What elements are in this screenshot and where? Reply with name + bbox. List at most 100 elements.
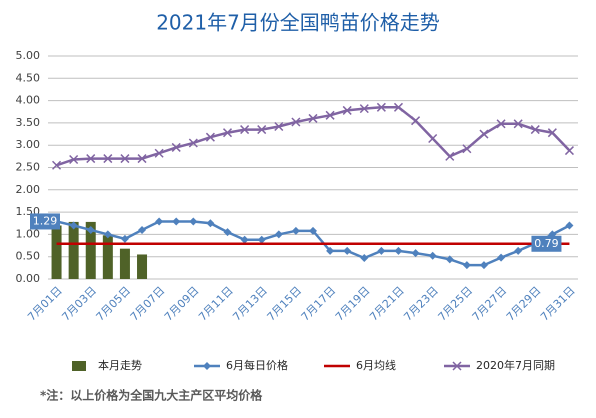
y-tick-label: 1.00	[16, 227, 41, 240]
y-tick-label: 2.00	[16, 183, 41, 196]
point	[462, 261, 471, 270]
point	[564, 146, 574, 156]
point	[360, 254, 369, 263]
point	[137, 154, 147, 164]
x-tick-label: 7月29日	[504, 284, 544, 324]
point	[462, 144, 472, 154]
point	[411, 116, 421, 126]
x-tick-label: 7月05日	[94, 284, 134, 324]
x-tick-label: 7月11日	[196, 284, 236, 324]
point	[393, 102, 404, 112]
point	[411, 249, 420, 258]
x-tick-label: 7月13日	[230, 284, 270, 324]
x-tick-label: 7月03日	[59, 284, 99, 324]
point	[565, 221, 574, 230]
point	[103, 154, 113, 164]
point	[445, 151, 455, 161]
legend-swatch	[72, 361, 86, 371]
point	[452, 361, 462, 371]
point	[513, 119, 523, 129]
point	[240, 125, 250, 135]
point	[291, 117, 301, 127]
point	[291, 226, 300, 235]
y-tick-label: 0.00	[16, 272, 41, 285]
legend-label: 6月每日价格	[226, 358, 288, 372]
x-tick-label: 7月23日	[401, 284, 441, 324]
point	[377, 246, 386, 255]
bar	[68, 221, 79, 279]
point	[530, 125, 540, 135]
x-tick-label: 7月15日	[265, 284, 305, 324]
point	[547, 128, 557, 138]
point	[428, 133, 438, 144]
label-box	[30, 213, 60, 230]
y-tick-label: 4.50	[16, 71, 41, 84]
point	[479, 129, 489, 139]
point	[52, 160, 62, 170]
x-tick-label: 7月31日	[538, 284, 578, 324]
point	[496, 119, 506, 129]
point	[120, 234, 129, 243]
x-tick-label: 7月09日	[162, 284, 202, 324]
legend-label: 6月均线	[356, 358, 396, 372]
point	[86, 154, 96, 164]
point	[205, 132, 215, 142]
point	[428, 251, 437, 260]
point	[514, 246, 523, 255]
point	[223, 228, 232, 237]
point	[120, 154, 130, 164]
x-tick-label: 7月27日	[470, 284, 510, 324]
x-tick-label: 7月21日	[367, 284, 407, 324]
point	[138, 225, 147, 234]
point	[343, 246, 352, 255]
point	[445, 255, 454, 264]
point	[257, 125, 267, 135]
chart-title: 2021年7月份全国鸭苗价格走势	[156, 11, 440, 35]
point	[394, 246, 403, 255]
point	[309, 226, 317, 235]
point	[257, 235, 266, 244]
point	[308, 113, 318, 123]
point	[189, 217, 198, 226]
x-tick-label: 7月25日	[436, 284, 476, 324]
point	[172, 217, 181, 226]
point	[240, 235, 249, 244]
point	[188, 138, 198, 148]
bar	[137, 254, 148, 279]
point	[155, 217, 164, 226]
point	[326, 246, 335, 255]
point	[86, 225, 95, 234]
legend-label: 本月走势	[98, 358, 142, 372]
y-tick-label: 3.50	[16, 116, 41, 129]
x-tick-label: 7月07日	[128, 284, 168, 324]
bar	[85, 221, 96, 279]
point	[325, 110, 335, 120]
y-tick-label: 3.00	[16, 138, 41, 151]
y-tick-label: 5.00	[16, 49, 41, 62]
point	[497, 253, 506, 262]
point	[274, 230, 283, 239]
line	[56, 106, 571, 167]
y-tick-label: 4.00	[16, 94, 41, 107]
x-tick-label: 7月17日	[299, 284, 339, 324]
point	[69, 221, 78, 230]
x-tick-label: 7月01日	[25, 284, 65, 324]
point	[274, 121, 284, 131]
y-tick-label: 0.50	[16, 250, 41, 263]
point	[359, 104, 369, 114]
data-label: 1.29	[33, 214, 58, 227]
x-tick-label: 7月19日	[333, 284, 373, 324]
y-tick-label: 2.50	[16, 161, 41, 174]
point	[342, 105, 352, 115]
bar	[102, 235, 113, 279]
point	[154, 148, 164, 158]
point	[69, 154, 79, 165]
point	[376, 102, 386, 112]
point	[103, 230, 112, 239]
point	[479, 261, 488, 270]
point	[222, 128, 233, 138]
point	[206, 219, 215, 228]
legend-label: 2020年7月同期	[476, 358, 555, 372]
footnote: *注：以上价格为全国九大主产区平均价格	[40, 388, 263, 403]
